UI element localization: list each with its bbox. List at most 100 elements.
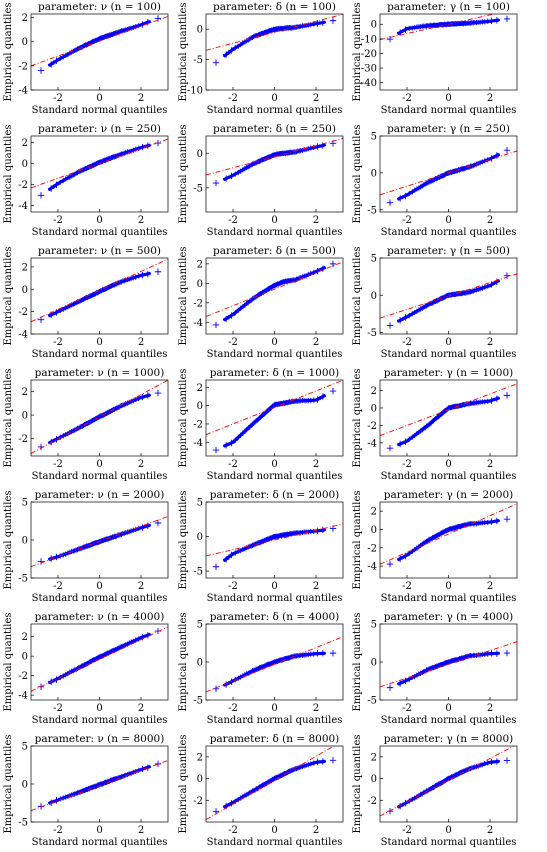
quantile-point — [503, 15, 511, 23]
qq-panel-2: parameter: δ (n = 100)-2 0 2-10-50Standard… — [178, 1, 344, 116]
quantile-curve — [48, 523, 151, 561]
y-tick-label: 0 — [371, 291, 377, 302]
quantile-curve — [48, 20, 151, 67]
y-tick-label: 0 — [197, 658, 203, 669]
quantile-point — [503, 516, 511, 523]
quantile-curve — [48, 765, 151, 805]
plot-axes — [30, 13, 169, 91]
y-axis-label: Empirical quantiles — [3, 124, 14, 223]
x-axis-label: Standard normal quantiles — [381, 715, 517, 726]
y-tick-label: 2 — [197, 383, 203, 394]
x-axis-label: Standard normal quantiles — [32, 593, 168, 604]
y-tick-label: 2 — [197, 259, 203, 270]
plot-axes — [379, 501, 518, 579]
y-tick-label: 5 — [371, 620, 377, 631]
x-tick-label: 2 — [313, 581, 319, 592]
panel-title: parameter: γ (n = 250) — [387, 123, 510, 135]
x-tick-label: 0 — [271, 93, 277, 104]
qq-panel-21: parameter: γ (n = 8000)-2 0 2-202Standard … — [352, 733, 518, 848]
x-axis-label: Standard normal quantiles — [381, 227, 517, 238]
y-tick-label: 2 — [22, 632, 28, 643]
quantile-point — [386, 199, 394, 206]
quantile-curve — [397, 759, 500, 809]
x-axis-label: Standard normal quantiles — [207, 471, 343, 482]
y-axis-label: Empirical quantiles — [3, 246, 14, 345]
y-tick-label: -4 — [367, 438, 377, 449]
y-tick-label: -4 — [18, 330, 28, 341]
x-tick-label: 2 — [313, 459, 319, 470]
y-tick-label: -2 — [367, 421, 377, 432]
panel-title: parameter: γ (n = 2000) — [384, 489, 514, 501]
reference-line — [380, 150, 517, 196]
x-axis-label: Standard normal quantiles — [32, 715, 168, 726]
x-tick-label: 0 — [96, 703, 102, 714]
x-axis-label: Standard normal quantiles — [381, 105, 517, 116]
y-tick-label: -30 — [361, 64, 377, 75]
x-axis-label: Standard normal quantiles — [381, 593, 517, 604]
y-tick-label: 0 — [197, 401, 203, 412]
x-axis-label: Standard normal quantiles — [32, 837, 168, 848]
y-tick-label: 5 — [197, 620, 203, 631]
y-tick-label: -5 — [193, 55, 203, 66]
sample-quantiles — [212, 649, 337, 693]
x-tick-label: 0 — [96, 825, 102, 836]
panel-title: parameter: γ (n = 100) — [387, 1, 510, 13]
quantile-point — [154, 15, 162, 22]
y-tick-label: 0 — [22, 159, 28, 170]
quantile-point — [329, 649, 337, 657]
y-tick-label: -2 — [193, 419, 203, 430]
y-axis-label: Empirical quantiles — [178, 368, 189, 467]
qq-panel-6: parameter: γ (n = 250) -2 0 2 -5 0 5 Standard n… — [352, 123, 518, 238]
y-tick-label: -5 — [193, 696, 203, 707]
x-tick-label: 2 — [487, 93, 493, 104]
y-tick-label: -10 — [361, 34, 377, 45]
x-tick-label: 2 — [313, 337, 319, 348]
reference-line — [206, 380, 343, 436]
x-tick-label: 2 — [487, 703, 493, 714]
y-tick-label: -5 — [18, 818, 28, 829]
quantile-point — [212, 563, 220, 570]
quantile-curve — [397, 396, 500, 447]
y-tick-label: 5 — [197, 498, 203, 509]
x-axis-label: Standard normal quantiles — [207, 349, 343, 360]
reference-line — [206, 138, 343, 176]
sample-quantiles — [212, 757, 337, 815]
x-tick-label: -2 — [402, 825, 412, 836]
x-axis-label: Standard normal quantiles — [381, 349, 517, 360]
y-tick-label: -4 — [193, 438, 203, 449]
panel-title: parameter: ν (n = 1000) — [35, 367, 165, 379]
reference-line — [380, 383, 517, 437]
y-tick-label: 0 — [371, 774, 377, 785]
x-tick-label: -2 — [402, 337, 412, 348]
y-tick-label: 5 — [371, 132, 377, 143]
quantile-point — [212, 685, 220, 693]
x-tick-label: 2 — [487, 581, 493, 592]
x-tick-label: 2 — [138, 337, 144, 348]
reference-line — [206, 261, 343, 317]
quantile-curve — [48, 632, 151, 685]
quantile-curve — [48, 143, 151, 191]
x-axis-label: Standard normal quantiles — [207, 837, 343, 848]
y-axis-label: Empirical quantiles — [352, 124, 363, 223]
x-axis-label: Standard normal quantiles — [207, 715, 343, 726]
plot-axes — [30, 257, 169, 335]
y-axis-label: Empirical quantiles — [178, 734, 189, 833]
x-tick-label: -2 — [402, 459, 412, 470]
qq-panel-13: parameter: ν (n = 2000) -2 0 2 -5 0 5 Standard … — [3, 489, 169, 604]
y-axis-label: Empirical quantiles — [352, 246, 363, 345]
y-tick-label: -4 — [367, 562, 377, 573]
x-tick-label: 0 — [271, 581, 277, 592]
x-tick-label: -2 — [228, 703, 238, 714]
y-axis-label: Empirical quantiles — [178, 246, 189, 345]
y-tick-label: -2 — [367, 796, 377, 807]
y-tick-label: -4 — [18, 86, 28, 97]
quantile-point — [154, 760, 162, 768]
x-tick-label: 0 — [445, 703, 451, 714]
panel-title: parameter: δ (n = 2000) — [210, 489, 340, 501]
x-tick-label: -2 — [53, 215, 63, 226]
y-tick-label: -5 — [367, 205, 377, 216]
quantile-curve — [397, 651, 500, 686]
y-tick-label: 2 — [371, 752, 377, 763]
panel-title: parameter: δ (n = 500) — [213, 245, 336, 257]
